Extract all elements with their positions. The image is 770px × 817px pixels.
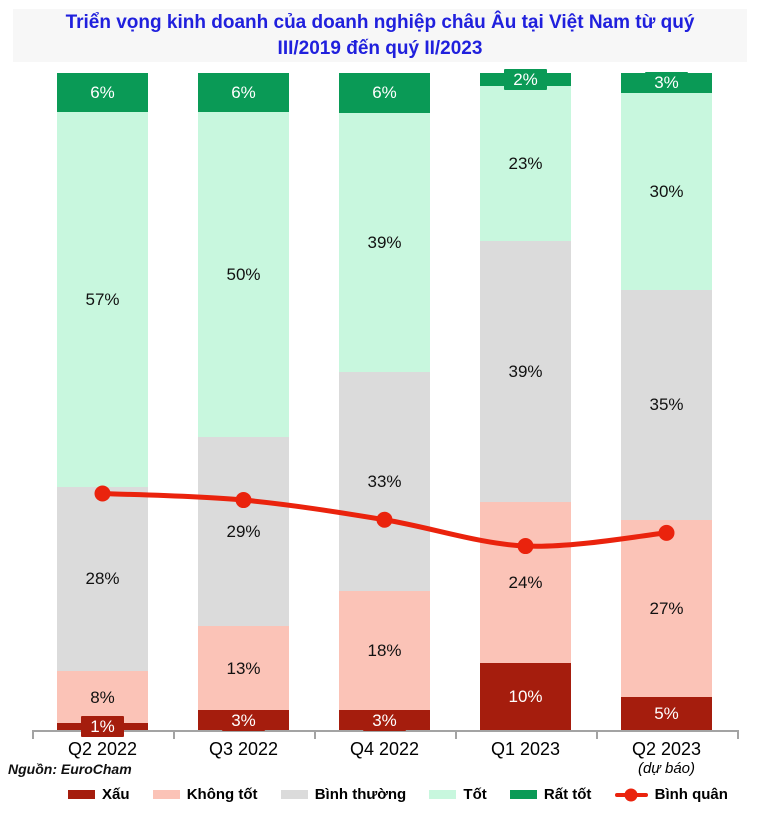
bar-segment: 13%	[198, 625, 289, 711]
bar-segment: 10%	[480, 662, 571, 730]
legend-label: Bình quân	[654, 786, 728, 803]
source-note: Nguồn: EuroCham	[8, 761, 132, 777]
bar-segment: 23%	[480, 86, 571, 241]
x-axis-category-label: Q1 2023	[490, 739, 561, 759]
bar-segment: 33%	[339, 371, 430, 591]
legend: Xấu Không tốt Bình thường Tốt Rất tốt Bình qu…	[68, 786, 728, 803]
legend-label: Không tốt	[186, 786, 258, 803]
bar-segment-value: 29%	[226, 522, 261, 542]
x-axis-tick	[314, 732, 316, 739]
x-axis-line	[32, 730, 739, 732]
bar-segment-value: 6%	[231, 83, 256, 102]
bar-segment: 50%	[198, 112, 289, 438]
x-axis-tick	[455, 732, 457, 739]
legend-swatch	[68, 790, 95, 799]
x-axis-category-label: Q2 2023 (dự báo)	[596, 739, 737, 777]
legend-item: Tốt	[429, 786, 487, 803]
bar-segment-value: 18%	[367, 640, 402, 660]
legend-swatch	[509, 790, 537, 799]
legend-item: Bình thường	[280, 786, 407, 803]
bar-segment: 3%	[339, 709, 430, 731]
bar-segment-value: 6%	[372, 83, 397, 103]
bar-segment-value: 8%	[90, 687, 115, 707]
legend-swatch	[152, 790, 180, 799]
bar-segment-value: 35%	[649, 395, 684, 415]
legend-item-line: Bình quân	[614, 786, 728, 803]
bar-segment-value: 50%	[226, 265, 261, 285]
bar-segment: 39%	[480, 240, 571, 503]
bar-segment: 1%	[57, 716, 148, 738]
x-axis-category-label: Q4 2022	[349, 739, 420, 759]
bar-segment: 24%	[480, 502, 571, 663]
bar-segment: 30%	[621, 92, 712, 290]
bar-segment-value: 1%	[81, 716, 124, 738]
x-axis-tick	[737, 732, 739, 739]
bar-segment-value: 10%	[508, 686, 543, 706]
chart-title-line-2: III/2019 đến quý II/2023	[277, 37, 483, 59]
legend-label: Rất tốt	[543, 786, 592, 803]
legend-item: Rất tốt	[509, 786, 592, 803]
bar-segment-value: 3%	[222, 709, 265, 731]
x-axis-category-label: Q2 2022	[67, 739, 138, 759]
legend-swatch	[280, 790, 308, 799]
legend-label: Bình thường	[314, 786, 407, 803]
legend-item: Xấu	[68, 786, 130, 803]
bar-segment: 18%	[339, 590, 430, 711]
x-axis-tick	[596, 732, 598, 739]
bar-segment-value: 23%	[508, 154, 543, 173]
bar-segment-value: 5%	[654, 704, 679, 724]
bar-segment: 3%	[621, 72, 712, 94]
bar-segment-value: 3%	[645, 72, 688, 94]
bar-segment-value: 3%	[363, 709, 406, 731]
x-axis-tick	[32, 732, 34, 739]
bar-segment-value: 6%	[90, 83, 115, 103]
bar-segment: 5%	[621, 697, 712, 730]
bar-segment-value: 13%	[226, 658, 261, 678]
bar-segment: 27%	[621, 519, 712, 698]
legend-label: Xấu	[102, 786, 130, 803]
bar-segment-value: 39%	[508, 361, 543, 381]
bar-segment: 3%	[198, 709, 289, 731]
legend-swatch	[429, 790, 457, 799]
bar-segment: 28%	[57, 486, 148, 671]
bar-segment-value: 2%	[504, 69, 547, 91]
legend-item: Không tốt	[152, 786, 258, 803]
legend-line-icon	[614, 788, 648, 801]
bar-segment: 57%	[57, 112, 148, 487]
legend-line-marker-icon	[624, 788, 638, 801]
bar-segment-value: 33%	[367, 471, 402, 491]
bar-segment: 6%	[57, 73, 148, 113]
chart-title: Triển vọng kinh doanh của doanh nghiệp c…	[13, 9, 747, 62]
bar-segment: 39%	[339, 112, 430, 372]
bar-segment-value: 39%	[367, 232, 402, 252]
bar-segment: 2%	[480, 69, 571, 91]
bar-segment-value: 28%	[85, 569, 120, 589]
bar-segment: 8%	[57, 670, 148, 724]
chart-title-line-1: Triển vọng kinh doanh của doanh nghiệp c…	[65, 12, 695, 34]
bar-segment: 6%	[339, 73, 430, 113]
bar-segment: 35%	[621, 289, 712, 520]
x-axis-tick	[173, 732, 175, 739]
bar-segment: 6%	[198, 73, 289, 113]
x-axis-category-label: Q3 2022	[208, 739, 279, 759]
legend-label: Tốt	[463, 786, 487, 803]
bar-segment-value: 24%	[508, 572, 543, 592]
bar-segment-value: 57%	[85, 290, 120, 310]
bar-segment: 29%	[198, 437, 289, 626]
bar-segment-value: 27%	[649, 598, 684, 618]
bar-segment-value: 30%	[649, 181, 684, 201]
forecast-note: (dự báo)	[637, 759, 696, 777]
